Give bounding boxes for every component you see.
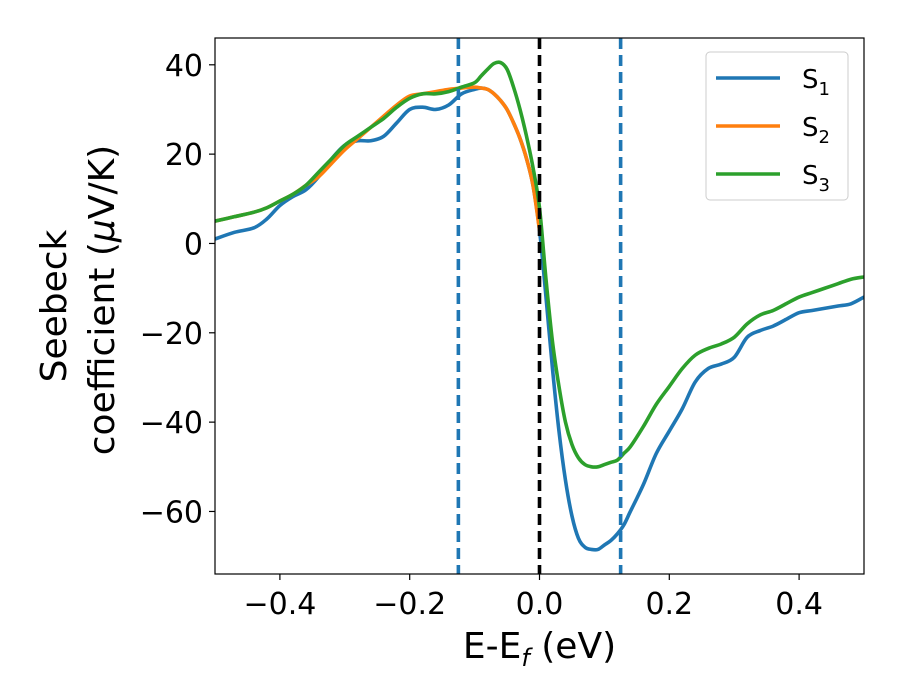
x-tick-label: 0.4 — [775, 587, 823, 622]
x-axis-label-tail: (eV) — [530, 626, 616, 667]
legend-label: S2 — [802, 113, 830, 148]
y-axis-label-line2: coefficient (μV/K) — [82, 145, 123, 455]
x-axis-label: E-Ef (eV) — [463, 626, 616, 672]
y-tick-label: 0 — [184, 227, 203, 262]
reference-lines — [456, 38, 623, 574]
y-tick-label: 20 — [165, 138, 203, 173]
x-tick-label: −0.4 — [243, 587, 316, 622]
y-axis-ticks: −60 −40 −20 0 20 40 — [140, 49, 215, 530]
y-axis-label-main: coefficient ( — [82, 242, 123, 455]
y-axis-label-line1: Seebeck — [34, 229, 75, 382]
legend-label: S3 — [802, 161, 830, 196]
y-tick-label: 40 — [165, 49, 203, 84]
series-line-s3 — [215, 60, 864, 469]
y-axis-label-mu: μ — [82, 219, 123, 243]
y-tick-label: −60 — [140, 495, 203, 530]
series-line-s1 — [215, 86, 864, 552]
series-lines — [215, 60, 864, 552]
x-axis-ticks: −0.4 −0.2 0.0 0.2 0.4 — [243, 574, 823, 622]
x-tick-label: −0.2 — [373, 587, 446, 622]
x-axis-label-main: E-E — [463, 626, 521, 667]
legend-label: S1 — [802, 65, 830, 100]
y-tick-label: −20 — [140, 317, 203, 352]
legend: S1 S2 S3 — [705, 51, 849, 201]
y-tick-label: −40 — [140, 406, 203, 441]
y-axis-label-tail: V/K) — [82, 145, 123, 219]
x-tick-label: 0.0 — [516, 587, 564, 622]
x-tick-label: 0.2 — [645, 587, 693, 622]
